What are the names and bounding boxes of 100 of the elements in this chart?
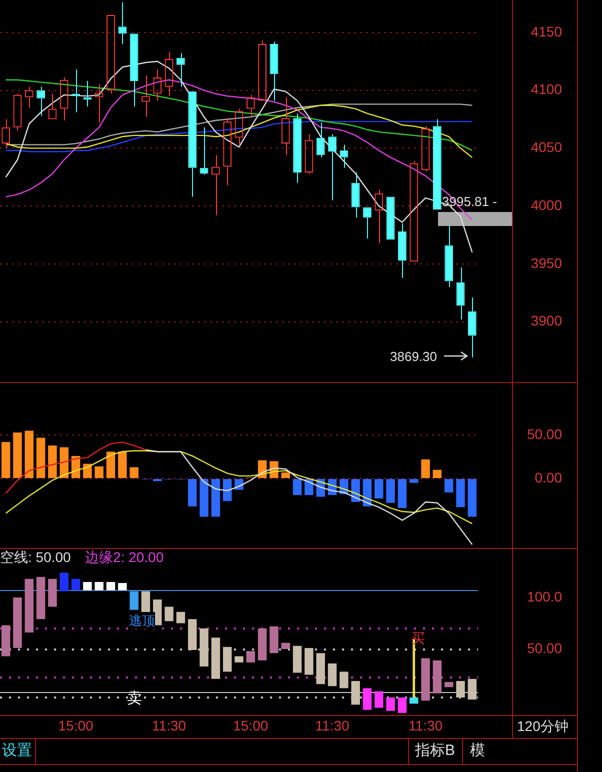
candlestick: [398, 222, 406, 278]
bar: [24, 578, 34, 633]
bar: [351, 680, 360, 705]
annotation: 买: [411, 630, 425, 647]
bar: [432, 470, 442, 478]
bar: [200, 628, 208, 667]
bar: [270, 626, 278, 654]
bar: [83, 464, 92, 478]
bar: [444, 682, 454, 688]
bar: [188, 479, 197, 506]
y-tick-label: 4100: [530, 81, 562, 98]
bar: [130, 467, 138, 478]
bar: [94, 582, 104, 590]
y-tick-label: 4050: [530, 139, 562, 156]
text: 设置: [2, 742, 32, 759]
bar: [211, 479, 220, 517]
annotation: 空线: 50.00: [0, 549, 71, 566]
bar: [222, 479, 232, 502]
bar: [258, 628, 267, 660]
bar: [130, 591, 138, 610]
candlestick: [130, 34, 138, 107]
bar: [94, 466, 104, 478]
annotation: 3869.30: [390, 348, 437, 365]
bar: [1, 625, 10, 656]
bar: [118, 583, 127, 590]
annotation: 卖: [127, 690, 142, 707]
bar: [106, 452, 116, 478]
bar: [246, 651, 256, 662]
bar: [48, 446, 57, 478]
bar: [48, 578, 57, 607]
bar: [421, 459, 430, 478]
x-tick-label: 11:30: [408, 717, 443, 734]
candlestick: [118, 2, 127, 44]
bar: [304, 648, 314, 675]
bar: [374, 479, 384, 498]
bar: [153, 600, 162, 626]
candlestick: [351, 172, 360, 218]
bar: [432, 660, 442, 694]
bar: [340, 672, 348, 688]
y-tick-label: 3950: [530, 254, 562, 271]
candlestick: [83, 80, 92, 107]
text: 120分钟: [517, 718, 568, 735]
candlestick: [468, 296, 476, 358]
x-tick-label: 11:30: [315, 717, 350, 734]
bar: [188, 619, 197, 650]
bar: [222, 646, 232, 672]
bar: [328, 663, 337, 686]
bar: [468, 479, 477, 517]
text: 指标B: [415, 742, 456, 759]
bar: [211, 638, 220, 679]
bar: [36, 576, 46, 620]
bar: [281, 472, 290, 478]
bar: [362, 688, 372, 710]
candlestick: [316, 122, 325, 158]
bar: [398, 479, 407, 508]
bar: [398, 697, 407, 713]
x-tick-label: 15:00: [58, 717, 94, 734]
bar: [386, 697, 395, 711]
bar: [410, 697, 418, 704]
bar: [83, 582, 92, 590]
candlestick: [293, 112, 302, 184]
y-tick-label: 4000: [530, 196, 562, 213]
annotation: 逃顶: [129, 612, 155, 629]
bar: [421, 658, 430, 701]
bar: [410, 479, 418, 483]
bar: [71, 578, 80, 590]
bar: [444, 479, 454, 492]
bar: [234, 656, 244, 662]
candlestick: [444, 225, 454, 288]
bar: [281, 642, 290, 650]
bar: [13, 597, 22, 648]
y-tick-label: 0.00: [534, 469, 562, 486]
candlestick: [456, 266, 465, 320]
bar: [292, 479, 302, 496]
bar: [200, 479, 208, 517]
annotation: 边缘2: 20.00: [85, 549, 164, 566]
bar: [1, 442, 10, 478]
x-tick-label: 11:30: [152, 717, 186, 734]
bar: [118, 452, 127, 478]
candlestick: [433, 118, 442, 210]
bar: [176, 612, 186, 624]
bar: [386, 479, 395, 503]
bar: [36, 438, 46, 478]
bar: [106, 582, 116, 590]
bar: [60, 572, 68, 592]
candlestick: [270, 41, 278, 102]
bar: [24, 430, 34, 478]
bar: [164, 606, 174, 622]
y-tick-label: 100.0: [526, 588, 562, 604]
text: 模: [470, 742, 485, 759]
bar: [456, 680, 465, 698]
bar: [316, 653, 325, 684]
x-tick-label: 15:00: [233, 717, 268, 734]
bar: [13, 432, 22, 478]
bar: [468, 678, 477, 700]
y-tick-label: 50.00: [526, 426, 562, 442]
bar: [456, 479, 465, 508]
bar: [374, 691, 384, 708]
y-tick-label: 4150: [530, 23, 562, 40]
y-tick-label: 3900: [530, 312, 562, 329]
